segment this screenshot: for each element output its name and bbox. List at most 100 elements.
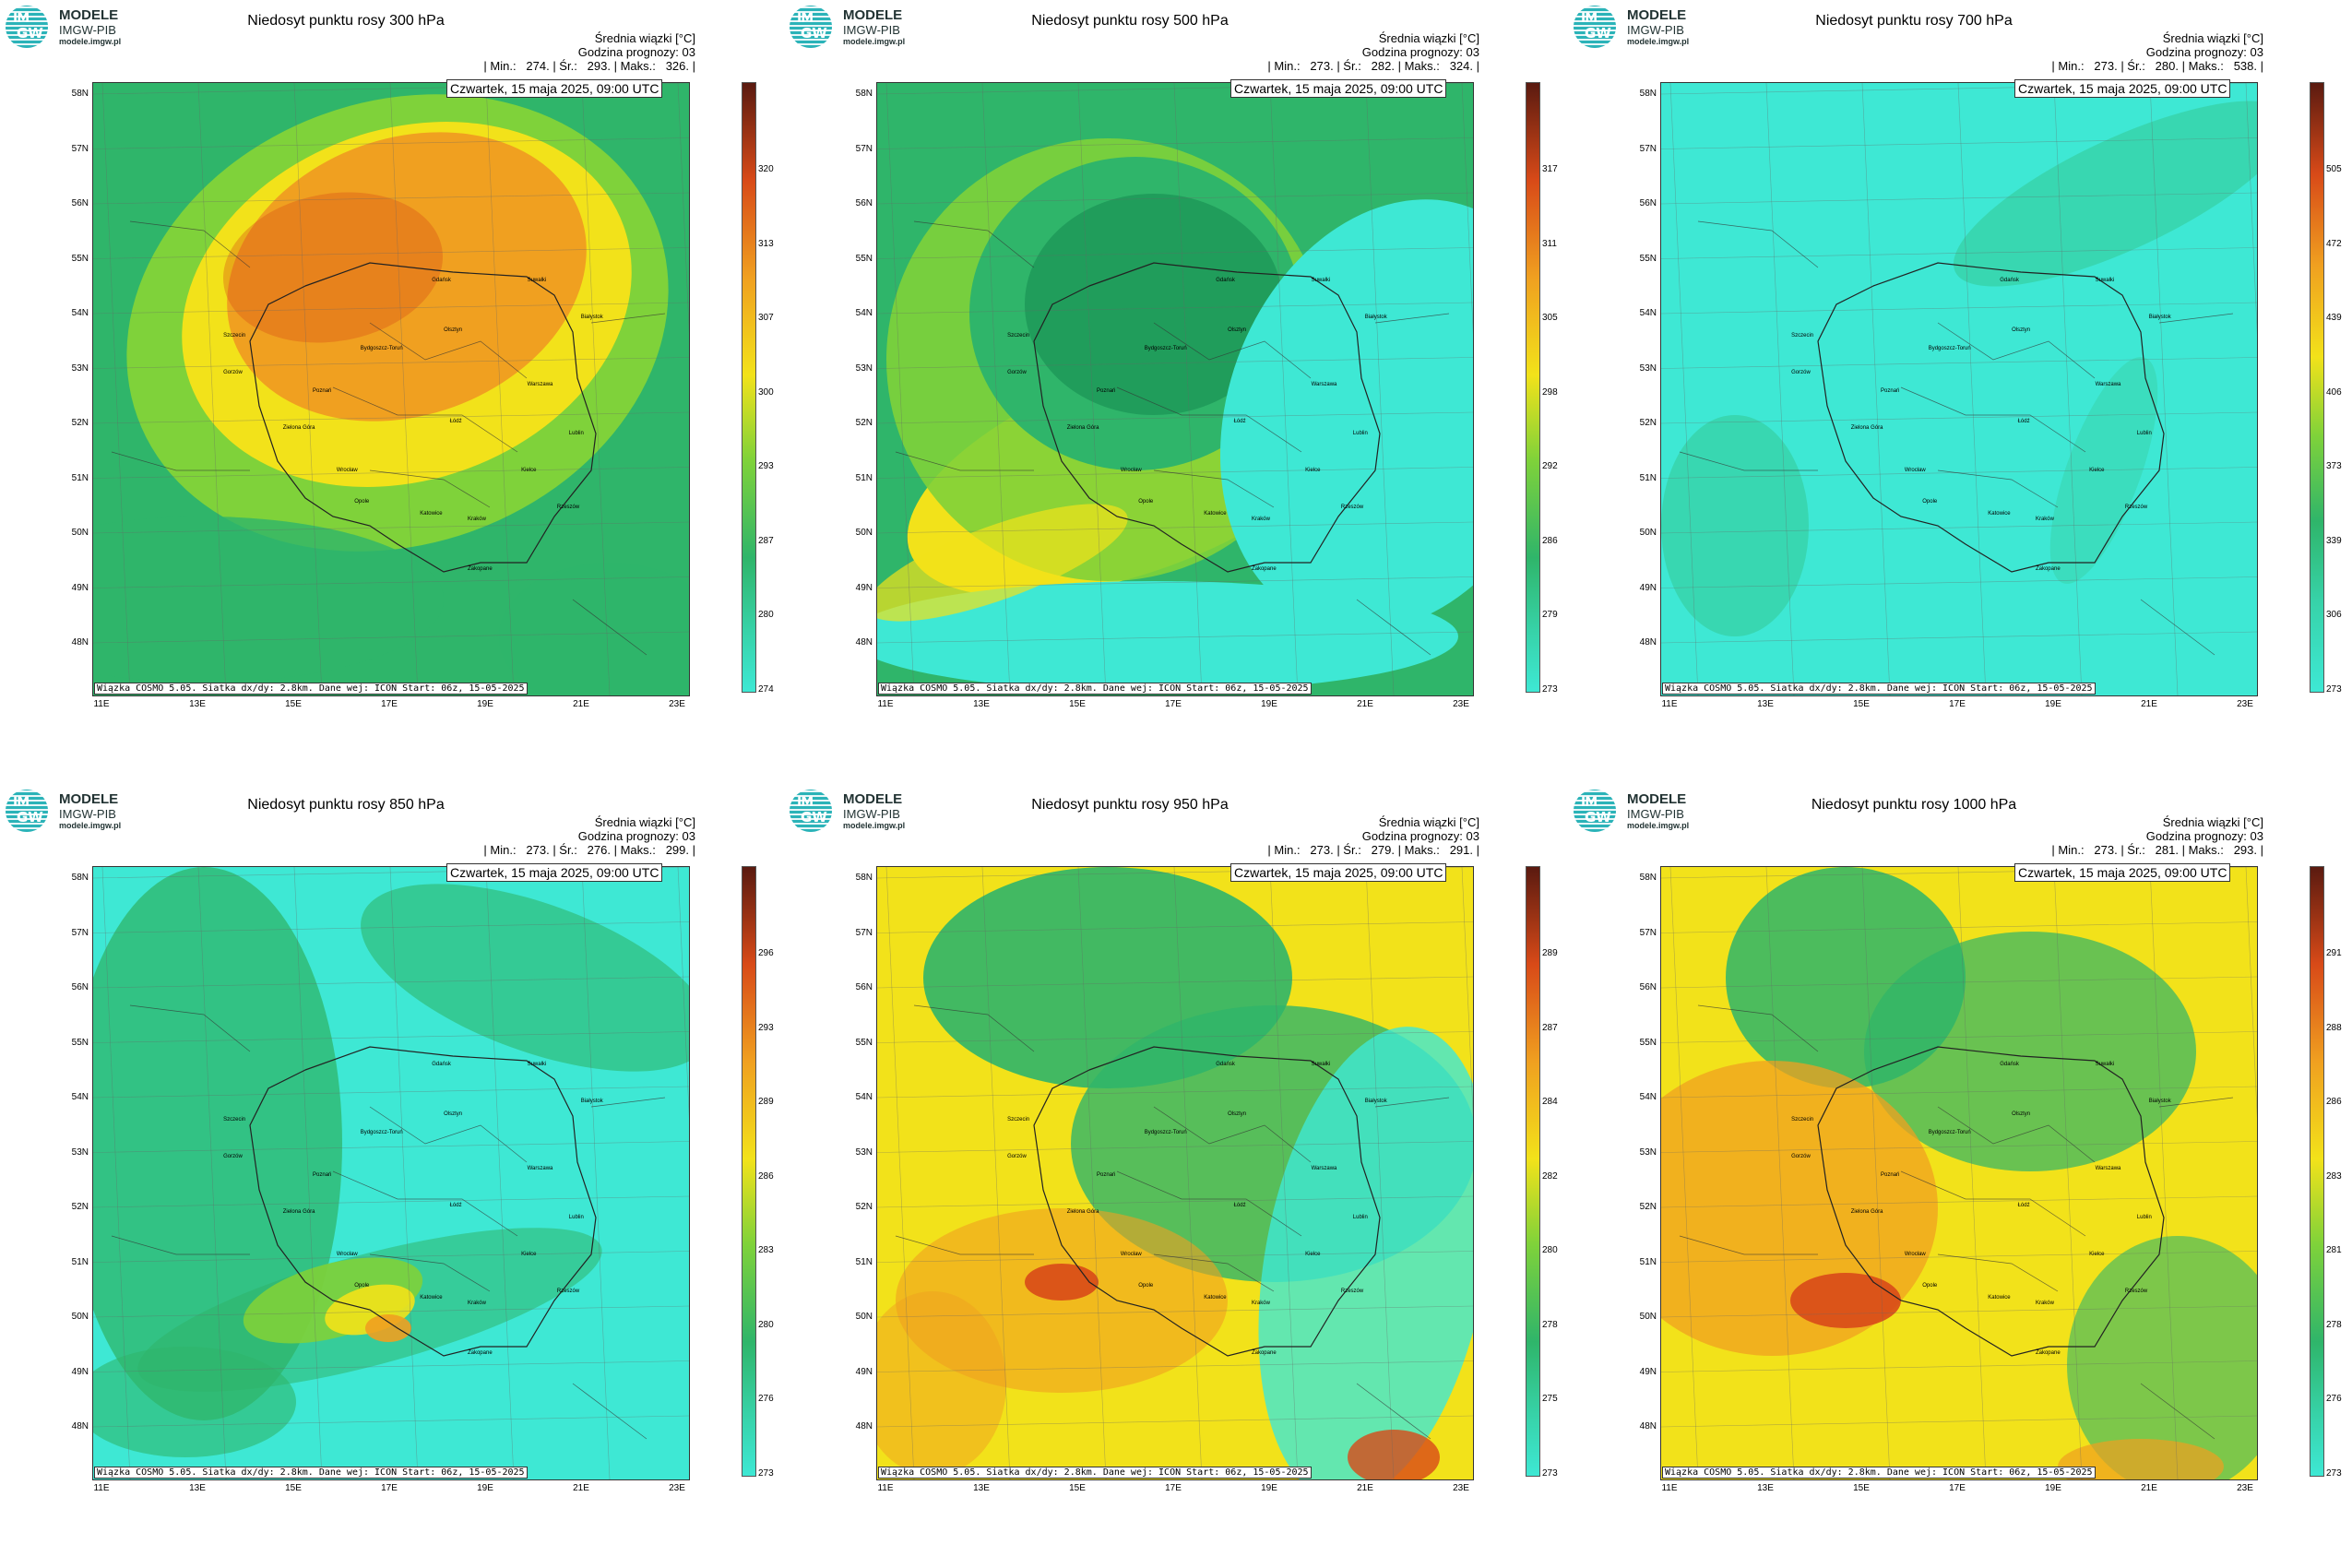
panel-title: Niedosyt punktu rosy 1000 hPa: [1811, 797, 2017, 813]
city-label: Opole: [1922, 1282, 1938, 1289]
lat-label: 54N: [855, 308, 873, 318]
stat-max: 299.: [665, 843, 689, 857]
lat-label: 56N: [855, 198, 873, 208]
city-label: Kielce: [521, 468, 537, 474]
lon-label: 23E: [1453, 1483, 1469, 1493]
lat-label: 56N: [1639, 982, 1657, 992]
scale-label: 273: [2326, 684, 2342, 695]
stat-label: Średnia wiązki [°C]: [2162, 31, 2263, 45]
imgw-logo: IM GW MODELE IMGW-PIB modele.imgw.pl: [6, 6, 162, 50]
city-label: Olsztyn: [444, 327, 463, 333]
logo-mark-icon: IM GW: [1574, 6, 1616, 48]
imgw-logo: IM GW MODELE IMGW-PIB modele.imgw.pl: [1574, 790, 1730, 834]
city-label: Zakopane: [1251, 565, 1277, 572]
logo-mark-icon: IM GW: [790, 6, 832, 48]
city-label: Kraków: [467, 1301, 486, 1307]
city-label: Katowice: [420, 1294, 443, 1301]
lat-label: 56N: [71, 982, 89, 992]
lat-label: 55N: [1639, 1037, 1657, 1048]
scale-label: 274: [758, 684, 774, 695]
city-label: Opole: [354, 1282, 370, 1289]
lon-label: 23E: [1453, 699, 1469, 709]
city-label: Lublin: [1352, 1215, 1368, 1221]
city-label: Białystok: [580, 315, 603, 321]
city-label: Gdańsk: [432, 1062, 451, 1068]
lat-label: 51N: [1639, 472, 1657, 483]
map-field[interactable]: [1660, 82, 2258, 696]
city-label: Gorzów: [1007, 1154, 1027, 1160]
lat-label: 58N: [1639, 89, 1657, 99]
lat-label: 53N: [1639, 1146, 1657, 1158]
lat-label: 48N: [1639, 1421, 1657, 1431]
map-field[interactable]: [92, 866, 690, 1480]
map-field[interactable]: [1660, 866, 2258, 1480]
lon-label: 11E: [1661, 1483, 1678, 1493]
run-info: Wiązka COSMO 5.05. Siatka dx/dy: 2.8km. …: [94, 1467, 528, 1479]
city-label: Olsztyn: [444, 1111, 463, 1117]
lon-label: 17E: [1165, 1483, 1182, 1493]
forecast-hour: Godzina prognozy: 03: [577, 829, 695, 843]
lon-label: 13E: [1757, 1483, 1774, 1493]
scale-label: 317: [1542, 164, 1558, 174]
panel-title: Niedosyt punktu rosy 300 hPa: [247, 13, 445, 29]
lat-label: 48N: [71, 1421, 89, 1431]
city-label: Gdańsk: [2000, 1062, 2019, 1068]
map-panel: IM GW MODELE IMGW-PIB modele.imgw.pl Nie…: [784, 784, 1568, 1568]
lon-label: 13E: [189, 1483, 206, 1493]
scale-label: 311: [1542, 238, 1557, 249]
lon-label: 17E: [1165, 699, 1182, 709]
city-label: Zielona Góra: [282, 424, 315, 431]
city-label: Katowice: [420, 510, 443, 517]
lat-label: 52N: [71, 1202, 89, 1212]
lon-label: 23E: [669, 1483, 685, 1493]
valid-date: Czwartek, 15 maja 2025, 09:00 UTC: [2014, 79, 2231, 98]
scale-label: 276: [2326, 1394, 2342, 1404]
city-label: Łódź: [449, 1203, 462, 1209]
map-field[interactable]: [876, 82, 1474, 696]
stat-max: 326.: [665, 59, 689, 73]
city-label: Suwałki: [1311, 278, 1331, 284]
scale-label: 305: [1542, 313, 1558, 323]
city-label: Zakopane: [467, 1349, 493, 1356]
city-label: Kielce: [2089, 1252, 2105, 1258]
logo-brand: MODELE: [843, 791, 903, 807]
city-label: Łódź: [1233, 1203, 1246, 1209]
city-label: Zielona Góra: [1850, 424, 1883, 431]
scale-label: 282: [1542, 1170, 1558, 1182]
map-field[interactable]: [876, 866, 1474, 1480]
city-label: Rzeszów: [1340, 1289, 1364, 1295]
scale-label: 273: [1542, 684, 1558, 695]
lon-label: 11E: [93, 699, 110, 709]
map-panel: IM GW MODELE IMGW-PIB modele.imgw.pl Nie…: [0, 0, 784, 784]
city-label: Szczecin: [1007, 1117, 1030, 1123]
city-label: Bydgoszcz-Toruń: [1144, 345, 1187, 351]
logo-brand: MODELE: [843, 7, 903, 23]
scale-label: 300: [758, 386, 774, 398]
map-field[interactable]: [92, 82, 690, 696]
city-label: Wrocław: [1120, 1252, 1142, 1258]
lat-label: 53N: [1639, 362, 1657, 374]
city-label: Wrocław: [336, 1252, 358, 1258]
scale-label: 286: [758, 1170, 774, 1182]
stat-values: | Min.: 274. | Śr.: 293. | Maks.: 326. |: [483, 59, 695, 73]
city-label: Łódź: [2017, 419, 2030, 425]
city-label: Bydgoszcz-Toruń: [360, 345, 403, 351]
city-label: Rzeszów: [556, 505, 580, 511]
scale-label: 273: [1542, 1468, 1558, 1479]
stat-max: 293.: [2233, 843, 2257, 857]
imgw-logo: IM GW MODELE IMGW-PIB modele.imgw.pl: [1574, 6, 1730, 50]
logo-url: modele.imgw.pl: [59, 37, 122, 46]
city-label: Katowice: [1988, 510, 2011, 517]
city-label: Bydgoszcz-Toruń: [360, 1129, 403, 1135]
scale-label: 296: [758, 948, 774, 958]
stat-min: 273.: [2094, 59, 2118, 73]
imgw-logo: IM GW MODELE IMGW-PIB modele.imgw.pl: [6, 790, 162, 834]
forecast-hour: Godzina prognozy: 03: [1361, 45, 1479, 59]
color-scale: [1526, 866, 1540, 1477]
scale-label: 406: [2326, 386, 2342, 398]
city-label: Szczecin: [1007, 333, 1030, 339]
lat-label: 50N: [855, 528, 873, 538]
lat-label: 55N: [855, 1037, 873, 1048]
map-panel: IM GW MODELE IMGW-PIB modele.imgw.pl Nie…: [0, 784, 784, 1568]
city-label: Łódź: [1233, 419, 1246, 425]
